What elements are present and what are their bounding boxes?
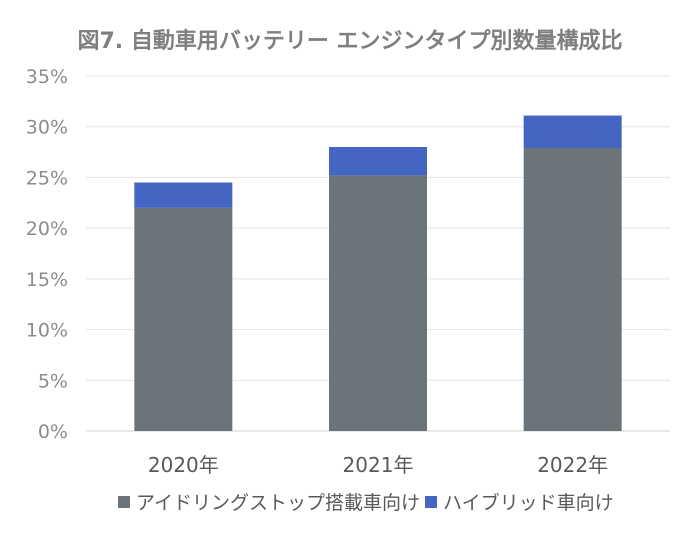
legend: アイドリングストップ搭載車向け ハイブリッド車向け: [118, 491, 614, 514]
legend-swatch: [425, 496, 437, 508]
legend-label: ハイブリッド車向け: [443, 491, 614, 514]
y-tick-label: 30%: [26, 117, 68, 139]
x-category-label: 2022年: [537, 453, 608, 477]
legend-label: アイドリングストップ搭載車向け: [136, 492, 420, 514]
bar-hybrid-0: [134, 182, 233, 208]
y-tick-label: 5%: [38, 370, 68, 392]
chart-title: 図7. 自動車用バッテリー エンジンタイプ別数量構成比: [78, 28, 623, 54]
bar-hybrid-1: [329, 147, 427, 176]
bar-idling-stop-0: [134, 207, 233, 431]
legend-swatch: [118, 496, 130, 508]
x-category-label: 2021年: [343, 453, 414, 477]
y-axis-tick-labels: 0% 5% 10% 15% 20% 25% 30% 35%: [26, 66, 68, 443]
y-tick-label: 0%: [38, 421, 68, 443]
y-tick-label: 25%: [26, 167, 68, 189]
y-tick-label: 10%: [26, 320, 68, 342]
bar-idling-stop-2: [523, 148, 622, 431]
y-tick-label: 15%: [26, 269, 68, 291]
bar-series: [134, 115, 622, 431]
bar-idling-stop-1: [329, 175, 427, 431]
y-tick-label: 20%: [26, 218, 68, 240]
y-tick-label: 35%: [26, 66, 68, 88]
bar-hybrid-2: [523, 115, 622, 149]
x-axis-category-labels: 2020年 2021年 2022年: [148, 453, 608, 477]
x-category-label: 2020年: [148, 453, 219, 477]
